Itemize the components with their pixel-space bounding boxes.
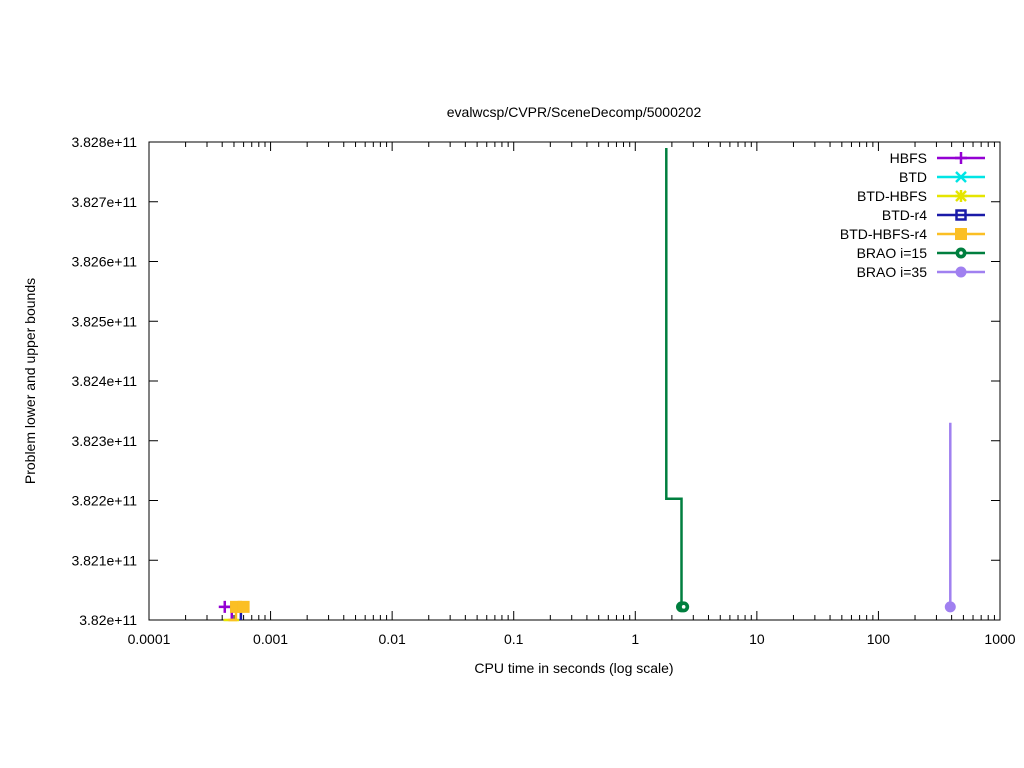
series-btd-hbfs-r4 <box>228 600 250 622</box>
series-hbfs <box>218 600 234 620</box>
legend-item-hbfs: HBFS <box>890 150 985 166</box>
legend-item-btd-hbfs: BTD-HBFS <box>857 188 985 204</box>
legend-item-btd: BTD <box>899 169 985 185</box>
series-layer <box>218 148 956 622</box>
y-tick-label: 3.824e+11 <box>71 373 137 389</box>
y-axis-label: Problem lower and upper bounds <box>22 278 38 484</box>
legend-marker <box>955 247 967 259</box>
legend-marker <box>955 152 967 164</box>
y-tick-label: 3.828e+11 <box>71 134 137 150</box>
axes: 0.0001 0.001 0.01 0.1 1 10 100 1000 3.82e+11 3.82… <box>71 134 1015 647</box>
plot-border <box>148 141 1001 621</box>
series-line-brao-i-15 <box>665 148 684 609</box>
data-point-hbfs <box>218 600 231 613</box>
data-point-brao-i-35 <box>944 601 956 613</box>
legend-item-btd-hbfs-r4: BTD-HBFS-r4 <box>840 226 985 242</box>
y-tick-label: 3.822e+11 <box>71 493 137 509</box>
x-axis-label: CPU time in seconds (log scale) <box>474 660 673 676</box>
legend-marker <box>955 266 967 278</box>
y-tick-label: 3.82e+11 <box>79 612 137 628</box>
legend-marker <box>955 228 967 240</box>
x-tick-label: 0.01 <box>379 631 406 647</box>
legend-marker <box>955 209 967 221</box>
chart-title: evalwcsp/CVPR/SceneDecomp/5000202 <box>447 104 702 120</box>
legend-label: BTD-HBFS-r4 <box>840 226 927 242</box>
legend-label: BTD <box>899 169 927 185</box>
y-tick-label: 3.821e+11 <box>71 552 137 568</box>
legend-marker <box>955 190 967 202</box>
x-tick-label: 10 <box>749 631 765 647</box>
data-point-btd-hbfs-r4 <box>237 600 250 613</box>
x-tick-label: 100 <box>867 631 891 647</box>
x-tick-label: 1000 <box>984 631 1015 647</box>
legend-label: BTD-r4 <box>882 207 927 223</box>
series-brao-i-15 <box>665 148 690 613</box>
y-tick-label: 3.823e+11 <box>71 433 137 449</box>
legend: HBFS BTD BTD-HBFS BTD-r4 BTD-HBFS-r4 BRAO i=1… <box>840 150 985 280</box>
legend-item-brao-i-35: BRAO i=35 <box>857 264 985 280</box>
x-tick-label: 0.0001 <box>128 631 171 647</box>
x-tick-label: 0.1 <box>504 631 524 647</box>
x-tick-label: 1 <box>631 631 639 647</box>
y-tick-label: 3.827e+11 <box>71 194 137 210</box>
legend-marker <box>955 171 967 183</box>
y-tick-label: 3.825e+11 <box>71 313 137 329</box>
legend-label: BRAO i=15 <box>857 245 928 261</box>
data-point-brao-i-15 <box>678 601 690 613</box>
legend-item-btd-r4: BTD-r4 <box>882 207 985 223</box>
legend-label: BRAO i=35 <box>857 264 928 280</box>
x-tick-label: 0.001 <box>253 631 288 647</box>
legend-label: HBFS <box>890 150 927 166</box>
y-tick-label: 3.826e+11 <box>71 254 137 270</box>
legend-item-brao-i-15: BRAO i=15 <box>857 245 985 261</box>
series-brao-i-35 <box>944 422 956 613</box>
legend-label: BTD-HBFS <box>857 188 927 204</box>
